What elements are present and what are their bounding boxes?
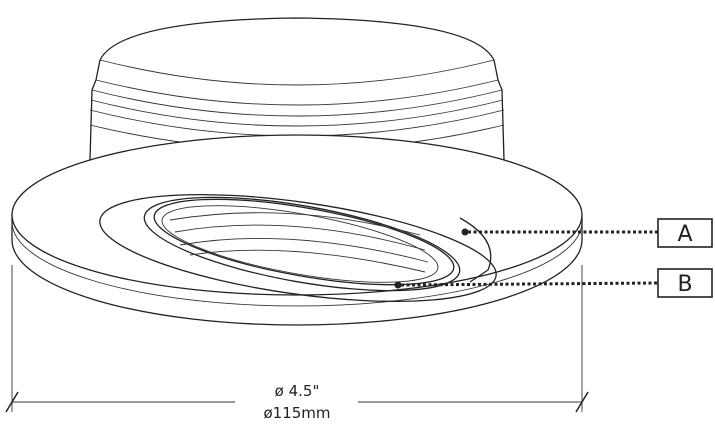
flange — [11, 134, 583, 326]
dimension-metric: ø115mm — [263, 404, 330, 422]
callout-label: A — [677, 222, 692, 247]
dimension-imperial: ø 4.5" — [275, 382, 320, 400]
callout-label: B — [677, 272, 692, 297]
gimbal — [99, 193, 497, 303]
callout-b: B — [394, 268, 713, 298]
dimension: ø 4.5" ø115mm — [5, 265, 589, 422]
callout-a: A — [461, 218, 713, 248]
